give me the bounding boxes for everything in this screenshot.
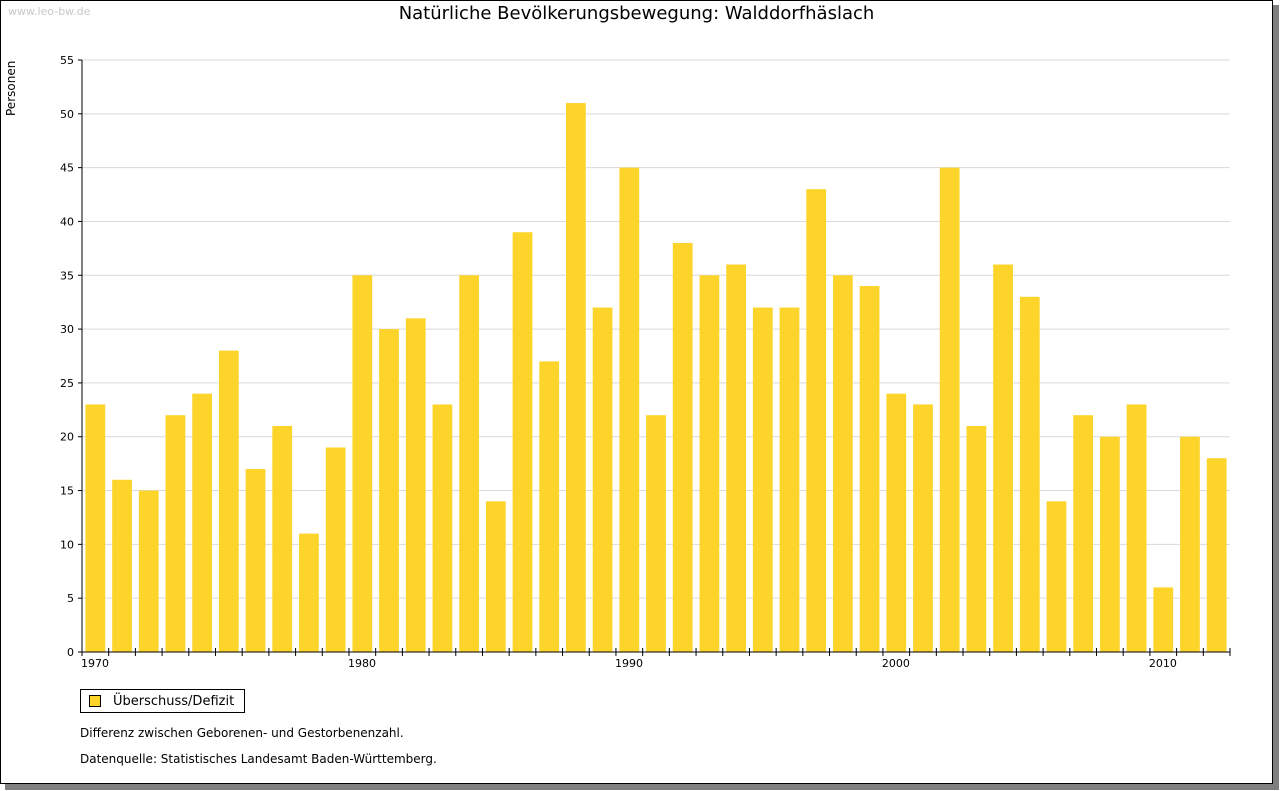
bar (619, 167, 640, 653)
bar (1073, 415, 1094, 652)
bar (592, 307, 613, 652)
bar (993, 264, 1013, 652)
bar (1206, 458, 1227, 652)
chart-title: Natürliche Bevölkerungsbewegung: Walddor… (398, 3, 875, 24)
frame-shadow-bottom (5, 784, 1279, 790)
bar (646, 415, 666, 652)
legend: Überschuss/Defizit (80, 689, 246, 713)
bar (245, 469, 266, 652)
frame-shadow-right (1273, 5, 1279, 790)
bar (672, 242, 693, 652)
bar (859, 286, 880, 652)
bar (165, 415, 186, 652)
bar (85, 404, 106, 652)
bar (432, 404, 453, 652)
y-tick-label: 35 (60, 269, 74, 282)
bar (566, 103, 586, 652)
bar (138, 490, 159, 652)
legend-swatch (89, 695, 101, 707)
y-tick-label: 15 (60, 485, 74, 498)
x-tick-label: 2000 (882, 657, 910, 670)
bar (699, 275, 720, 652)
bar (833, 275, 853, 652)
y-tick-label: 20 (60, 431, 74, 444)
bar (299, 533, 319, 652)
bar (752, 307, 773, 652)
x-tick-label: 1990 (615, 657, 643, 670)
y-tick-label: 0 (67, 646, 74, 659)
bar (192, 393, 213, 652)
bar (939, 167, 960, 653)
bar (726, 264, 746, 652)
bar (405, 318, 426, 652)
bar (913, 404, 933, 652)
bar (352, 275, 373, 652)
y-tick-label: 40 (60, 215, 74, 228)
bar (112, 479, 132, 652)
bar (512, 232, 533, 652)
x-tick-label: 1980 (348, 657, 376, 670)
bar (806, 189, 827, 652)
bar (325, 447, 346, 652)
watermark: www.leo-bw.de (8, 5, 91, 18)
y-tick-label: 45 (60, 162, 74, 175)
legend-label: Überschuss/Defizit (113, 693, 235, 709)
y-tick-label: 30 (60, 323, 74, 336)
bar (1019, 296, 1040, 652)
bar (1180, 436, 1200, 652)
bar (1099, 436, 1120, 652)
bar (966, 425, 987, 652)
note-description: Differenz zwischen Geborenen- und Gestor… (80, 726, 404, 740)
bar (539, 361, 560, 652)
y-tick-label: 5 (67, 592, 74, 605)
bar (1126, 404, 1147, 652)
x-tick-label: 2010 (1149, 657, 1177, 670)
bar (459, 275, 479, 652)
y-tick-label: 55 (60, 54, 74, 67)
bar (886, 393, 907, 652)
bar (485, 501, 506, 652)
bar (1153, 587, 1174, 652)
y-tick-label: 10 (60, 538, 74, 551)
x-tick-label: 1970 (81, 657, 109, 670)
bar (379, 329, 399, 652)
y-tick-label: 25 (60, 377, 74, 390)
note-source: Datenquelle: Statistisches Landesamt Bad… (80, 752, 437, 766)
bar (1046, 501, 1067, 652)
bar (272, 425, 293, 652)
y-tick-label: 50 (60, 108, 74, 121)
bar (218, 350, 239, 652)
bar (779, 307, 800, 652)
